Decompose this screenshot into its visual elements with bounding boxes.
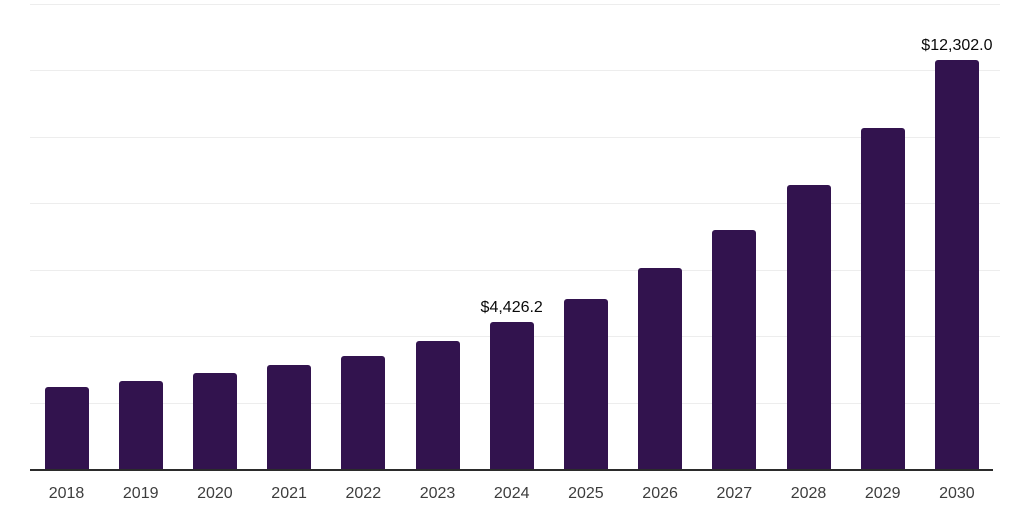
x-tick-2026: 2026 xyxy=(642,485,678,502)
value-label-2024: $4,426.2 xyxy=(480,299,543,316)
bar-2024 xyxy=(489,322,534,469)
gridline xyxy=(30,136,1000,138)
gridline xyxy=(30,4,1000,5)
value-label-2030: $12,302.0 xyxy=(921,37,993,55)
x-tick-2025: 2025 xyxy=(568,485,604,502)
gridline xyxy=(30,269,1000,271)
x-tick-2018: 2018 xyxy=(48,485,85,502)
x-tick-2021: 2021 xyxy=(271,485,307,502)
bar-2021 xyxy=(267,365,312,469)
bar-2023 xyxy=(415,341,460,469)
gridline xyxy=(30,203,1000,205)
bar-2020 xyxy=(192,373,237,469)
x-tick-2029: 2029 xyxy=(864,485,901,502)
x-tick-2028: 2028 xyxy=(790,485,827,502)
bar-2025 xyxy=(563,298,608,469)
bar-2028 xyxy=(786,184,831,469)
x-tick-2023: 2023 xyxy=(419,485,456,502)
x-axis-line xyxy=(30,469,993,471)
gridline xyxy=(30,70,1000,72)
bar-2018 xyxy=(44,386,89,469)
x-tick-2030: 2030 xyxy=(939,485,975,502)
x-tick-2020: 2020 xyxy=(197,485,233,502)
x-tick-2027: 2027 xyxy=(716,485,753,502)
plot-area: $4,426.2 $12,302.0 xyxy=(30,4,1000,469)
bar-2019 xyxy=(118,380,163,469)
bar-2022 xyxy=(341,356,386,469)
bar-2029 xyxy=(860,127,905,469)
bar-2026 xyxy=(638,267,683,469)
x-tick-2024: 2024 xyxy=(493,485,530,502)
x-tick-2019: 2019 xyxy=(122,485,159,502)
bar-2027 xyxy=(712,229,757,469)
bar-2030 xyxy=(934,60,979,469)
x-tick-2022: 2022 xyxy=(345,485,382,502)
